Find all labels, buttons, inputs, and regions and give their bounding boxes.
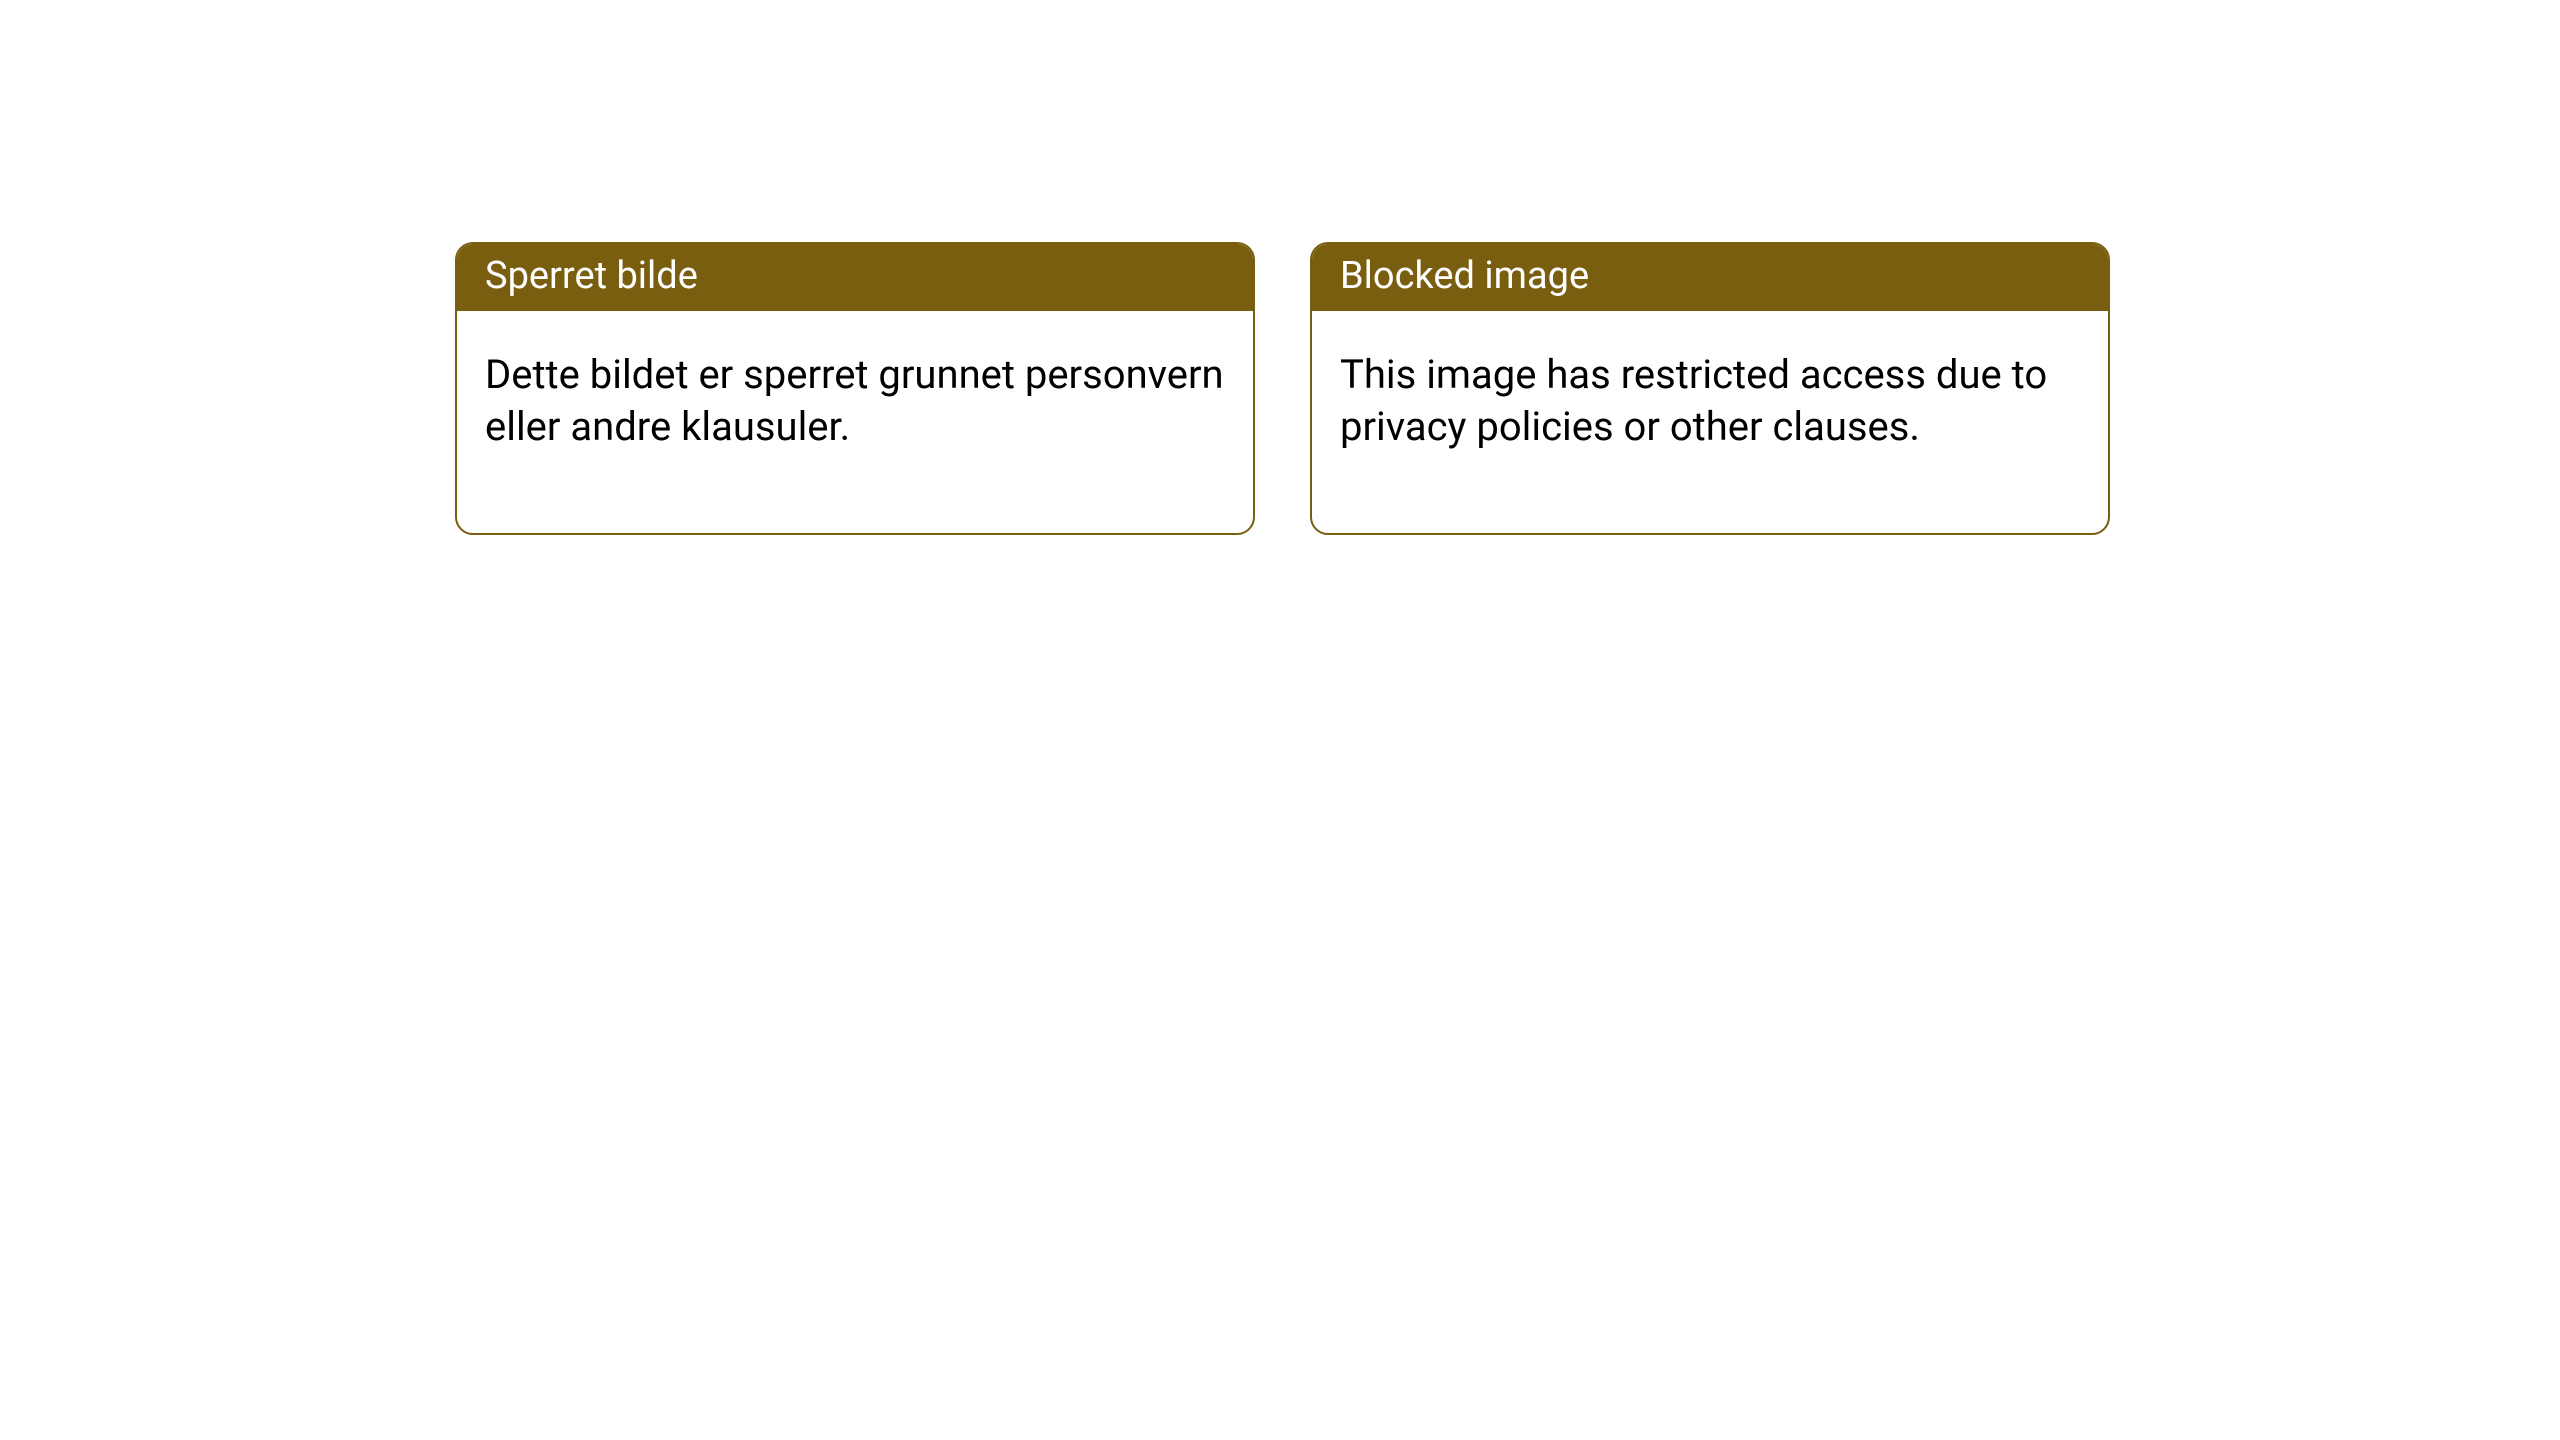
notice-container: Sperret bilde Dette bildet er sperret gr… [455,242,2110,535]
card-body-text: Dette bildet er sperret grunnet personve… [485,351,1224,450]
card-body-text: This image has restricted access due to … [1340,351,2047,450]
card-body: This image has restricted access due to … [1312,311,2108,533]
card-body: Dette bildet er sperret grunnet personve… [457,311,1253,533]
notice-card-en: Blocked image This image has restricted … [1310,242,2110,535]
card-header: Sperret bilde [457,244,1253,311]
card-title: Blocked image [1340,254,1589,298]
card-header: Blocked image [1312,244,2108,311]
card-title: Sperret bilde [485,254,698,298]
notice-card-no: Sperret bilde Dette bildet er sperret gr… [455,242,1255,535]
